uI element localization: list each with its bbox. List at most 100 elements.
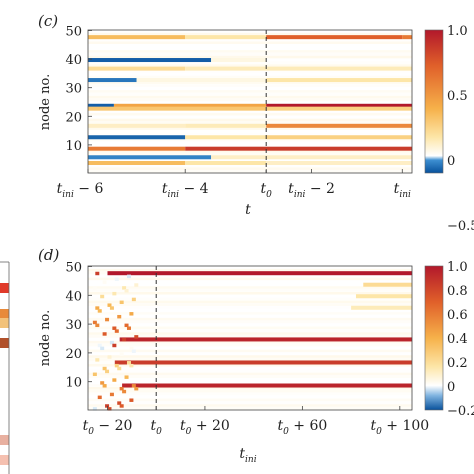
heatmap-noise-cell <box>134 335 139 339</box>
heatmap-noise-cell <box>119 352 124 356</box>
left-strip-swatch <box>0 283 9 293</box>
panel-d-x-ticks: t0 − 20 t0 t0 + 20 t0 + 60 t0 + 100 <box>83 406 429 437</box>
heatmap-cell-bg <box>88 121 412 125</box>
heatmap-noise-cell <box>114 363 119 368</box>
left-strip-swatch <box>0 455 9 465</box>
heatmap-row-segment <box>114 360 412 365</box>
panel-d-y-ticks: 10 20 30 40 50 <box>65 261 92 391</box>
heatmap-cell-bg <box>88 286 412 289</box>
heatmap-row-segment <box>266 103 412 108</box>
colorbar-tick-label: 0 <box>447 154 455 169</box>
heatmap-noise-cell <box>102 384 107 388</box>
heatmap-cell-bg <box>88 317 412 321</box>
heatmap-cell-bg <box>88 274 412 278</box>
heatmap-noise-cell <box>131 297 136 302</box>
heatmap-cell-bg <box>88 326 412 330</box>
heatmap-noise-cell <box>112 378 117 382</box>
heatmap-cell-bg <box>88 358 412 361</box>
heatmap-noise-cell <box>92 320 97 325</box>
heatmap-cell-bg <box>88 392 412 396</box>
heatmap-cell-bg <box>88 289 412 292</box>
heatmap-cell-bg <box>88 283 412 286</box>
left-strip-swatch <box>0 435 9 445</box>
heatmap-cell-bg <box>88 152 412 156</box>
y-tick-label: 50 <box>65 25 82 40</box>
heatmap-cell-bg <box>88 75 412 79</box>
y-tick-label: 40 <box>65 289 82 304</box>
heatmap-cell-bg <box>88 369 412 373</box>
heatmap-noise-cell <box>95 271 100 276</box>
x-tick-label: t0 + 60 <box>277 418 327 437</box>
y-tick-label: 10 <box>65 376 82 391</box>
x-tick-label: t0 <box>261 181 273 200</box>
heatmap-cell-bg <box>88 118 412 122</box>
heatmap-cell-bg <box>88 277 412 281</box>
heatmap-row-segment <box>88 123 186 128</box>
heatmap-cell-bg <box>88 312 412 315</box>
y-tick-label: 40 <box>65 53 82 68</box>
heatmap-noise-cell <box>102 280 107 284</box>
x-tick-label: t0 − 20 <box>83 418 133 437</box>
panel-d-label: (d) <box>38 246 59 264</box>
heatmap-noise-cell <box>129 346 134 351</box>
heatmap-row-segment <box>266 160 412 165</box>
heatmap-cell-bg <box>88 170 412 173</box>
left-strip-swatch <box>0 338 9 348</box>
heatmap-noise-cell <box>126 326 131 330</box>
heatmap-cell-bg <box>88 386 412 390</box>
heatmap-noise-cell <box>112 291 117 296</box>
heatmap-row-segment <box>266 78 412 83</box>
heatmap-cell-bg <box>88 297 412 301</box>
colorbar-tick-label: 0.6 <box>447 308 468 323</box>
heatmap-noise-cell <box>95 323 100 328</box>
heatmap-noise-cell <box>124 289 129 293</box>
heatmap-row-segment <box>355 294 412 299</box>
heatmap-cell-bg <box>88 300 412 304</box>
heatmap-cell-bg <box>88 132 412 136</box>
colorbar-tick-label: 0.4 <box>447 332 468 347</box>
heatmap-noise-cell <box>95 358 100 362</box>
heatmap-cell-bg <box>88 61 412 65</box>
heatmap-row-segment <box>88 106 267 111</box>
heatmap-cell-bg <box>88 303 412 307</box>
y-tick-label: 10 <box>65 139 82 154</box>
heatmap-cell-bg <box>88 349 412 353</box>
heatmap-noise-cell <box>105 317 110 322</box>
heatmap-cell-bg <box>88 32 412 36</box>
heatmap-noise-cell <box>129 398 134 402</box>
y-tick-label: 20 <box>65 110 82 125</box>
heatmap-noise-cell <box>97 343 102 348</box>
heatmap-noise-cell <box>119 300 124 305</box>
heatmap-cell-bg <box>88 306 412 309</box>
heatmap-noise-cell <box>102 366 107 371</box>
heatmap-cell-bg <box>88 110 412 113</box>
heatmap-noise-cell <box>131 349 136 353</box>
heatmap-row-segment <box>185 123 267 128</box>
heatmap-row-segment <box>88 58 212 63</box>
heatmap-cell-bg <box>88 355 412 358</box>
heatmap-noise-cell <box>105 369 110 374</box>
heatmap-row-segment <box>88 146 186 151</box>
heatmap-cell-bg <box>88 329 412 332</box>
panel-c-label: (c) <box>38 12 58 30</box>
y-tick-label: 50 <box>65 261 82 276</box>
heatmap-row-segment <box>136 78 267 83</box>
heatmap-row-segment <box>88 160 186 165</box>
heatmap-noise-cell <box>114 277 119 281</box>
panel-c-ylabel: node no. <box>38 74 53 130</box>
heatmap-cell-bg <box>88 268 412 272</box>
heatmap-noise-cell <box>105 404 110 408</box>
heatmap-cell-bg <box>88 320 412 324</box>
heatmap-cell-bg <box>88 64 412 67</box>
heatmap-noise-cell <box>126 361 131 365</box>
heatmap-noise-cell <box>119 404 124 408</box>
heatmap-row-segment <box>363 282 412 287</box>
heatmap-noise-cell <box>119 386 124 391</box>
heatmap-noise-cell <box>129 312 134 316</box>
heatmap-cell-bg <box>88 90 412 93</box>
heatmap-row-segment <box>266 123 412 128</box>
colorbar-tick-label: 0.8 <box>447 284 468 299</box>
heatmap-noise-cell <box>112 343 117 348</box>
heatmap-cell-bg <box>88 38 412 42</box>
panel-d-ylabel: node no. <box>38 310 53 366</box>
